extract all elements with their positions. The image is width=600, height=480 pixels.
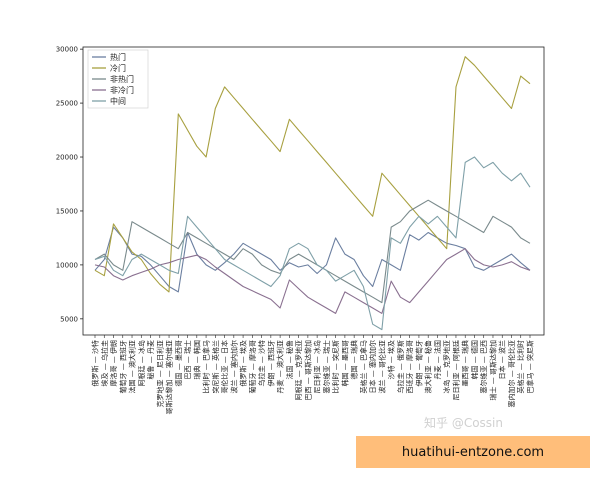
y-tick-label: 30000	[56, 46, 78, 54]
x-tick-label: 瑞士 — 哥斯达黎加	[488, 340, 497, 400]
x-tick-label: 塞尔维亚 — 瑞士	[322, 340, 331, 393]
x-tick-label: 秘鲁 — 丹麦	[146, 340, 155, 379]
x-tick-label: 巴西 — 哥斯达黎加	[303, 340, 312, 400]
x-tick-label: 比利时 — 突尼斯	[331, 340, 340, 393]
y-tick-label: 5000	[60, 315, 78, 323]
x-tick-label: 沙特 — 埃及	[387, 340, 396, 379]
y-tick-label: 25000	[56, 100, 78, 108]
x-tick-label: 澳大利亚 — 秘鲁	[424, 340, 433, 393]
x-tick-label: 乌拉圭 — 沙特	[257, 340, 266, 386]
x-tick-label: 波兰 — 塞内加尔	[229, 340, 238, 393]
x-tick-label: 哥伦比亚 — 日本	[220, 340, 229, 393]
x-tick-label: 俄罗斯 — 埃及	[239, 340, 248, 386]
series-line-3	[94, 199, 531, 304]
series-line-1	[94, 226, 531, 293]
legend-label: 热门	[110, 52, 126, 62]
x-tick-label: 乌拉圭 — 俄罗斯	[396, 340, 405, 393]
x-tick-label: 伊朗 — 西班牙	[266, 340, 275, 386]
x-tick-label: 英格兰 — 巴拿马	[359, 340, 368, 393]
x-tick-label: 突尼斯 — 英格兰	[211, 340, 220, 393]
series-line-2	[94, 56, 531, 293]
x-tick-label: 法国 — 澳大利亚	[128, 340, 137, 393]
legend-label: 冷门	[110, 63, 126, 73]
x-tick-label: 塞尔维亚 — 巴西	[479, 340, 488, 393]
x-tick-label: 德国 — 瑞典	[350, 340, 359, 379]
series-line-5	[94, 156, 531, 331]
x-tick-label: 阿根廷 — 克罗地亚	[294, 340, 303, 400]
legend-label: 中间	[110, 96, 126, 106]
x-tick-label: 俄罗斯 — 沙特	[91, 340, 100, 386]
x-tick-label: 克罗地亚 — 尼日利亚	[155, 340, 164, 407]
x-tick-label: 德国 — 墨西哥	[174, 340, 183, 386]
watermark-text: 知乎 @Cossin	[424, 416, 503, 430]
x-tick-label: 尼日利亚 — 冰岛	[313, 340, 322, 393]
x-tick-label: 瑞典 — 韩国	[192, 340, 201, 379]
banner-text: huatihui-entzone.com	[401, 444, 545, 460]
x-tick-label: 韩国 — 德国	[470, 340, 479, 379]
x-tick-label: 韩国 — 墨西哥	[340, 340, 349, 386]
x-axis: 俄罗斯 — 沙特 埃及 — 乌拉圭 摩洛哥 — 伊朗 葡萄牙 — 西班牙 法国 — 澳大…	[91, 335, 535, 414]
site-banner: huatihui-entzone.com	[356, 436, 590, 468]
legend-label: 非热门	[110, 74, 134, 84]
x-tick-label: 塞内加尔 — 哥伦比亚	[507, 340, 516, 407]
x-tick-label: 波兰 — 哥伦比亚	[377, 340, 386, 393]
x-tick-label: 葡萄牙 — 摩洛哥	[248, 340, 257, 393]
y-tick-label: 20000	[56, 154, 78, 162]
x-tick-label: 哥斯达黎加 — 塞尔维亚	[165, 340, 174, 414]
x-tick-label: 葡萄牙 — 西班牙	[118, 340, 127, 393]
x-tick-label: 日本 — 塞内加尔	[368, 340, 377, 393]
y-axis: 5000 10000 15000 20000 25000 30000	[56, 46, 83, 323]
x-tick-label: 丹麦 — 法国	[433, 340, 442, 379]
series-line-4	[94, 248, 531, 314]
x-tick-label: 比利时 — 巴拿马	[202, 340, 211, 393]
x-tick-label: 西班牙 — 摩洛哥	[405, 340, 414, 393]
x-tick-label: 巴西 — 瑞士	[183, 340, 192, 379]
x-tick-label: 埃及 — 乌拉圭	[100, 340, 109, 386]
x-tick-label: 日本 — 波兰	[498, 340, 507, 379]
x-tick-label: 阿根廷 — 冰岛	[137, 340, 146, 386]
x-tick-label: 英格兰 — 比利时	[516, 340, 525, 393]
x-tick-label: 冰岛 — 克罗地亚	[442, 340, 451, 393]
x-tick-label: 丹麦 — 澳大利亚	[276, 340, 285, 393]
legend-label: 非冷门	[110, 85, 134, 95]
x-tick-label: 墨西哥 — 瑞典	[461, 340, 470, 386]
series-lines	[94, 56, 531, 331]
x-tick-label: 巴拿马 — 突尼斯	[526, 340, 535, 393]
x-tick-label: 尼日利亚 — 阿根廷	[451, 340, 460, 400]
x-tick-label: 法国 — 秘鲁	[285, 340, 294, 379]
y-tick-label: 10000	[56, 261, 78, 269]
y-tick-label: 15000	[56, 207, 78, 215]
x-tick-label: 伊朗 — 葡萄牙	[414, 340, 423, 386]
x-tick-label: 摩洛哥 — 伊朗	[109, 340, 118, 386]
plot-area	[82, 46, 545, 336]
